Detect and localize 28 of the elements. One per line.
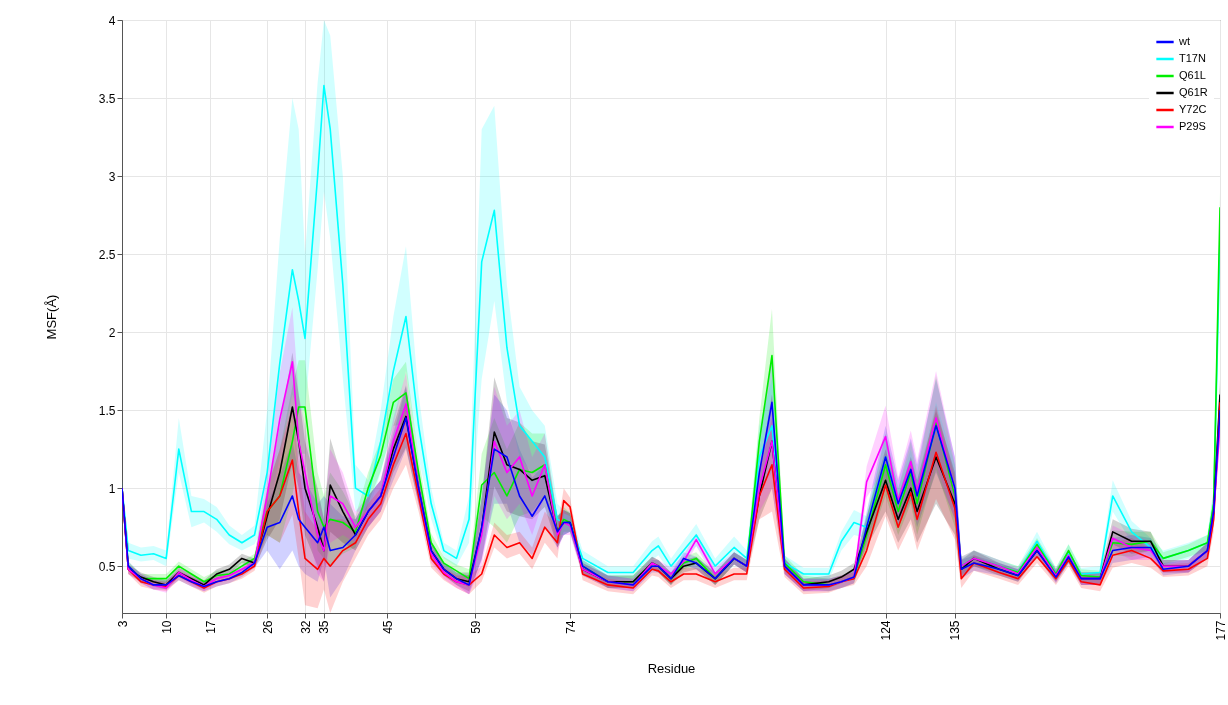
y-tick-label: 0.5 [98, 559, 116, 574]
y-tick-label: 4 [108, 13, 116, 28]
y-tick-label: 3.5 [98, 91, 116, 106]
legend-label: P29S [1179, 120, 1206, 132]
legend-label: Y72C [1179, 103, 1207, 115]
legend-label: T17N [1179, 52, 1206, 64]
y-tick-label: 2 [108, 325, 116, 340]
y-tick-label: 2.5 [98, 247, 116, 262]
x-tick-label: 45 [380, 620, 395, 634]
y-tick-label: 1.5 [98, 403, 116, 418]
x-tick-label: 124 [879, 620, 894, 641]
legend-label: Q61R [1179, 86, 1208, 98]
y-axis-title: MSF(Å) [43, 294, 59, 340]
x-tick-label: 177 [1213, 620, 1228, 641]
x-tick-label: 17 [203, 620, 218, 634]
x-tick-label: 32 [298, 620, 313, 634]
x-tick-label: 10 [159, 620, 174, 634]
x-tick-label: 26 [260, 620, 275, 634]
x-axis-title: Residue [647, 660, 696, 676]
x-tick-label: 35 [317, 620, 332, 634]
x-tick-label: 59 [468, 620, 483, 634]
x-tick-label: 3 [115, 620, 130, 628]
legend-label: wt [1178, 35, 1190, 47]
x-tick-label: 135 [948, 620, 963, 641]
x-tick-label: 74 [563, 620, 578, 634]
y-tick-label: 3 [108, 169, 116, 184]
legend-label: Q61L [1179, 69, 1206, 81]
y-tick-label: 1 [108, 481, 116, 496]
